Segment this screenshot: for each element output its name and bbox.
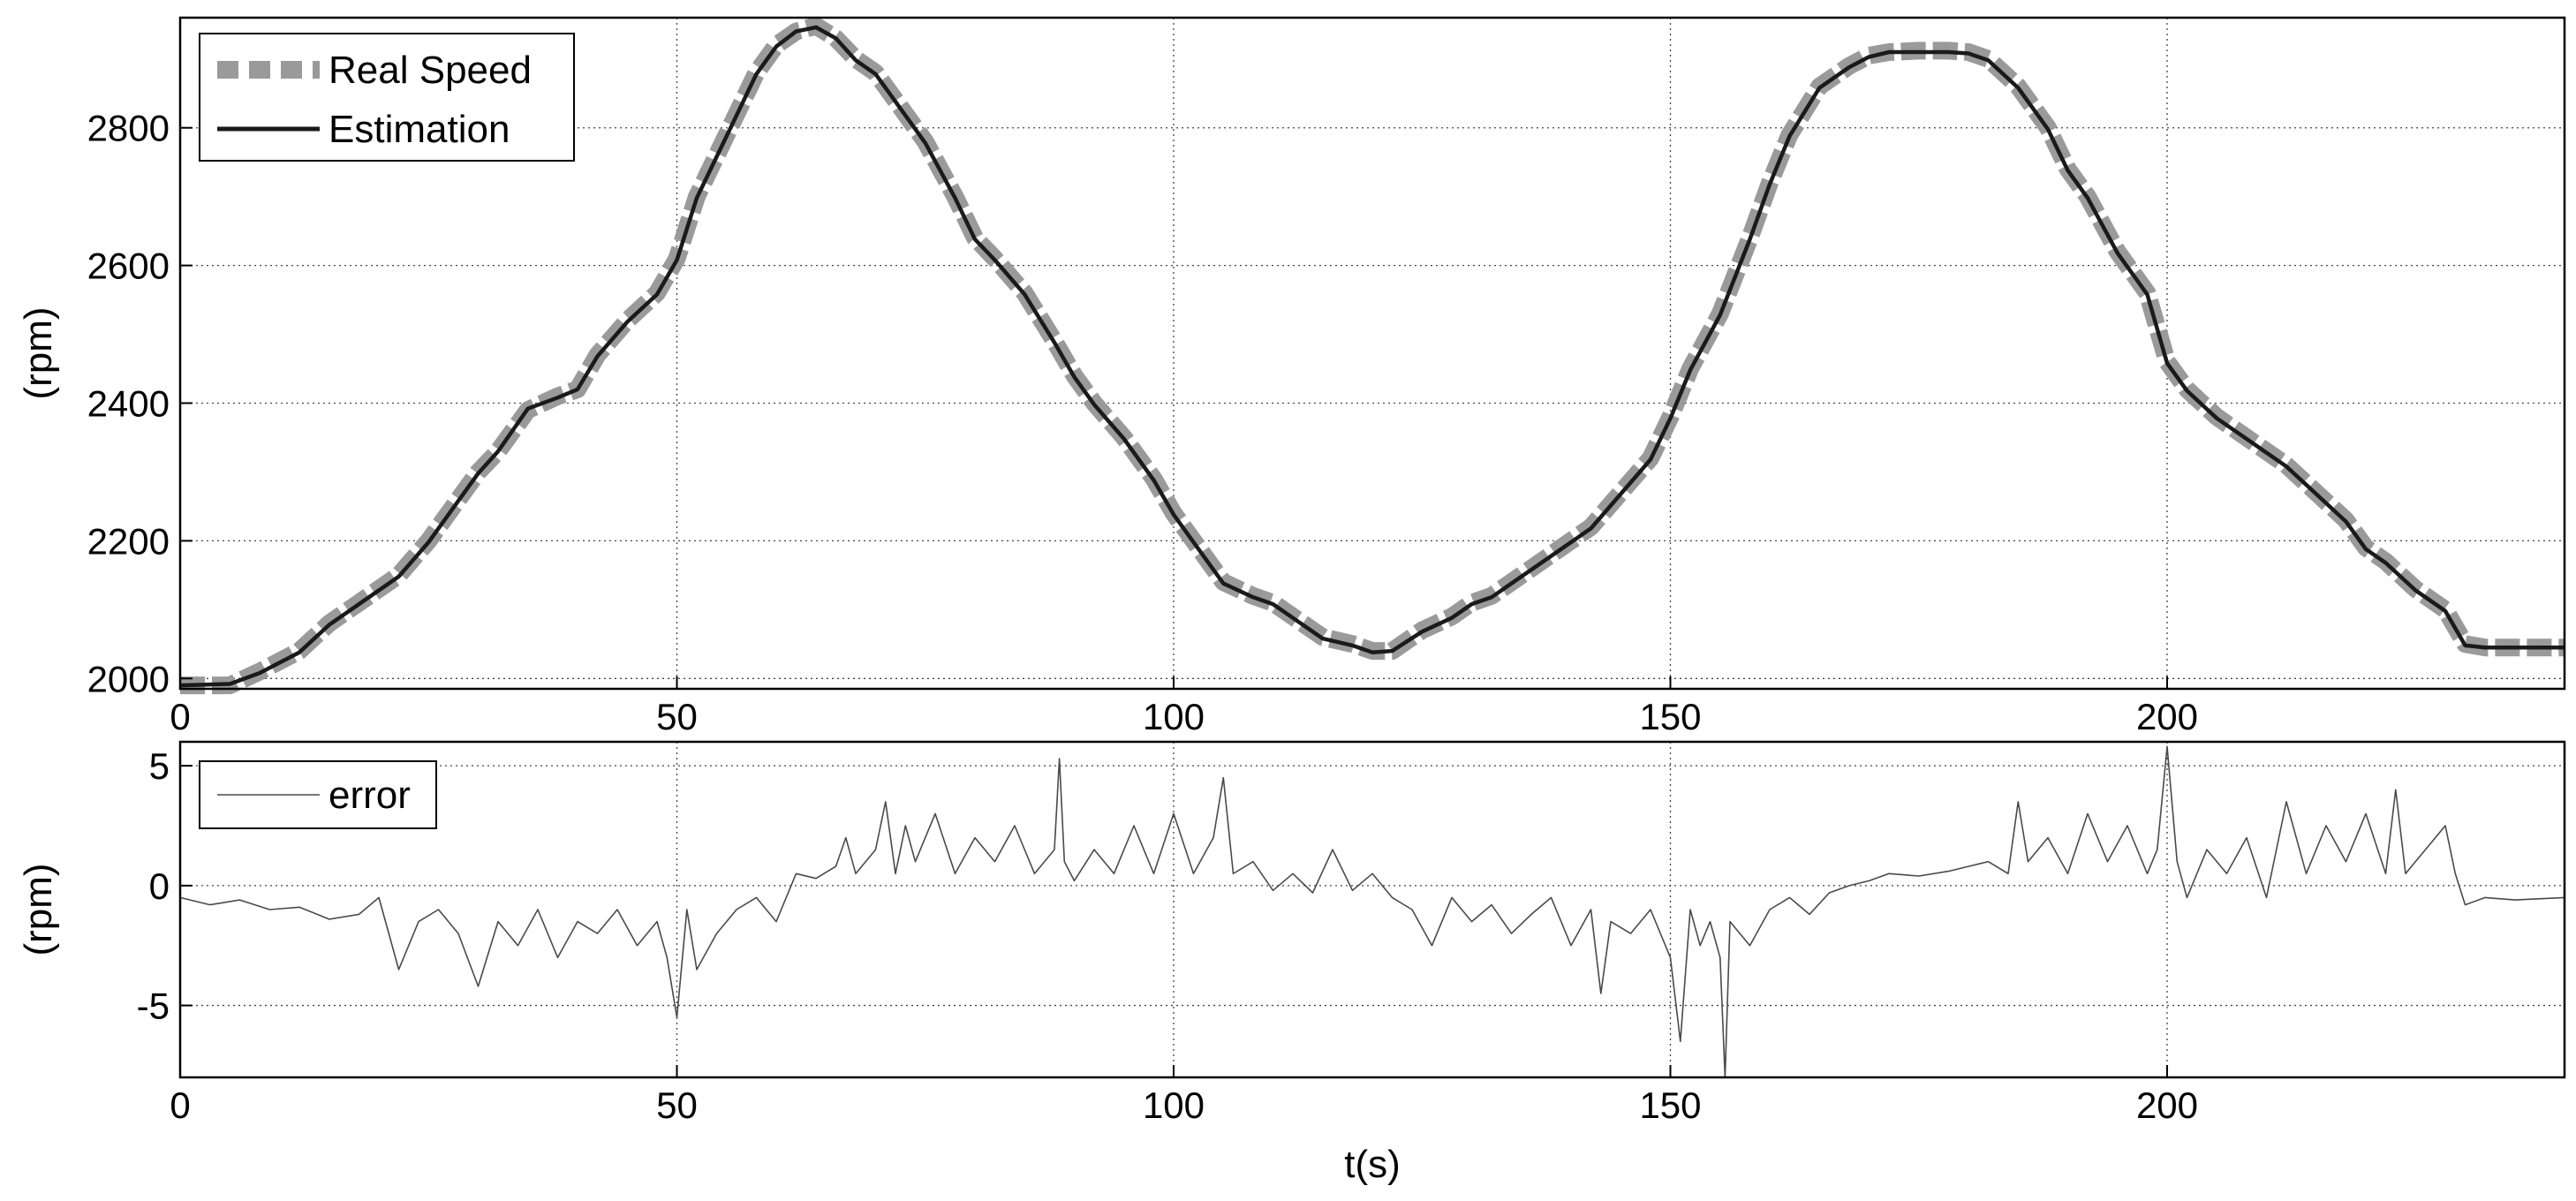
speed-ytick-label: 2400 bbox=[87, 383, 170, 425]
error-ytick-label: -5 bbox=[137, 986, 170, 1027]
speed-series bbox=[179, 17, 2565, 695]
error-plot-area bbox=[180, 742, 2565, 1077]
speed-legend: Real Speed Estimation bbox=[199, 33, 575, 162]
speed-plot: 0 50 100 150 200 2000 2200 2400 2600 2800 (rpm) R… bbox=[17, 16, 2566, 737]
error-ytick-label: 0 bbox=[149, 865, 170, 907]
speed-grid bbox=[180, 18, 2565, 689]
error-plot-frame bbox=[178, 740, 2566, 1079]
error-xtick-label: 50 bbox=[656, 1084, 698, 1126]
speed-ticks: 0 50 100 150 200 2000 2200 2400 2600 2800 bbox=[87, 108, 2198, 737]
error-ticks: 0 50 100 150 200 -5 0 5 bbox=[137, 745, 2198, 1126]
legend-real-speed-label: Real Speed bbox=[329, 49, 532, 92]
speed-ytick-label: 2000 bbox=[87, 658, 170, 699]
error-series bbox=[179, 745, 2565, 1078]
speed-legend-box bbox=[199, 33, 575, 162]
error-xtick-label: 200 bbox=[2136, 1084, 2198, 1126]
error-xtick-label: 150 bbox=[1639, 1084, 1701, 1126]
speed-plot-frame bbox=[178, 16, 2566, 691]
speed-xtick-label: 200 bbox=[2136, 696, 2198, 737]
error-xlabel: t(s) bbox=[1344, 1143, 1401, 1186]
speed-ytick-label: 2200 bbox=[87, 520, 170, 562]
error-grid bbox=[180, 742, 2565, 1077]
error-ytick-label: 5 bbox=[149, 745, 170, 787]
error-plot: 0 50 100 150 200 -5 0 5 (rpm) t(s) error bbox=[17, 740, 2566, 1186]
legend-estimation-label: Estimation bbox=[329, 108, 510, 151]
speed-xtick-label: 0 bbox=[170, 696, 190, 737]
speed-xtick-label: 100 bbox=[1143, 696, 1205, 737]
error-ylabel: (rpm) bbox=[17, 863, 60, 956]
speed-ylabel: (rpm) bbox=[17, 306, 60, 399]
speed-ytick-label: 2800 bbox=[87, 108, 170, 149]
speed-xtick-label: 50 bbox=[656, 696, 698, 737]
error-xtick-label: 100 bbox=[1143, 1084, 1205, 1126]
legend-error-label: error bbox=[329, 774, 411, 817]
speed-ytick-label: 2600 bbox=[87, 245, 170, 287]
error-xtick-label: 0 bbox=[170, 1084, 190, 1126]
series-error-line bbox=[179, 745, 2565, 1078]
speed-xtick-label: 150 bbox=[1639, 696, 1701, 737]
error-legend: error bbox=[199, 760, 437, 829]
series-estimation-line bbox=[179, 25, 2565, 688]
